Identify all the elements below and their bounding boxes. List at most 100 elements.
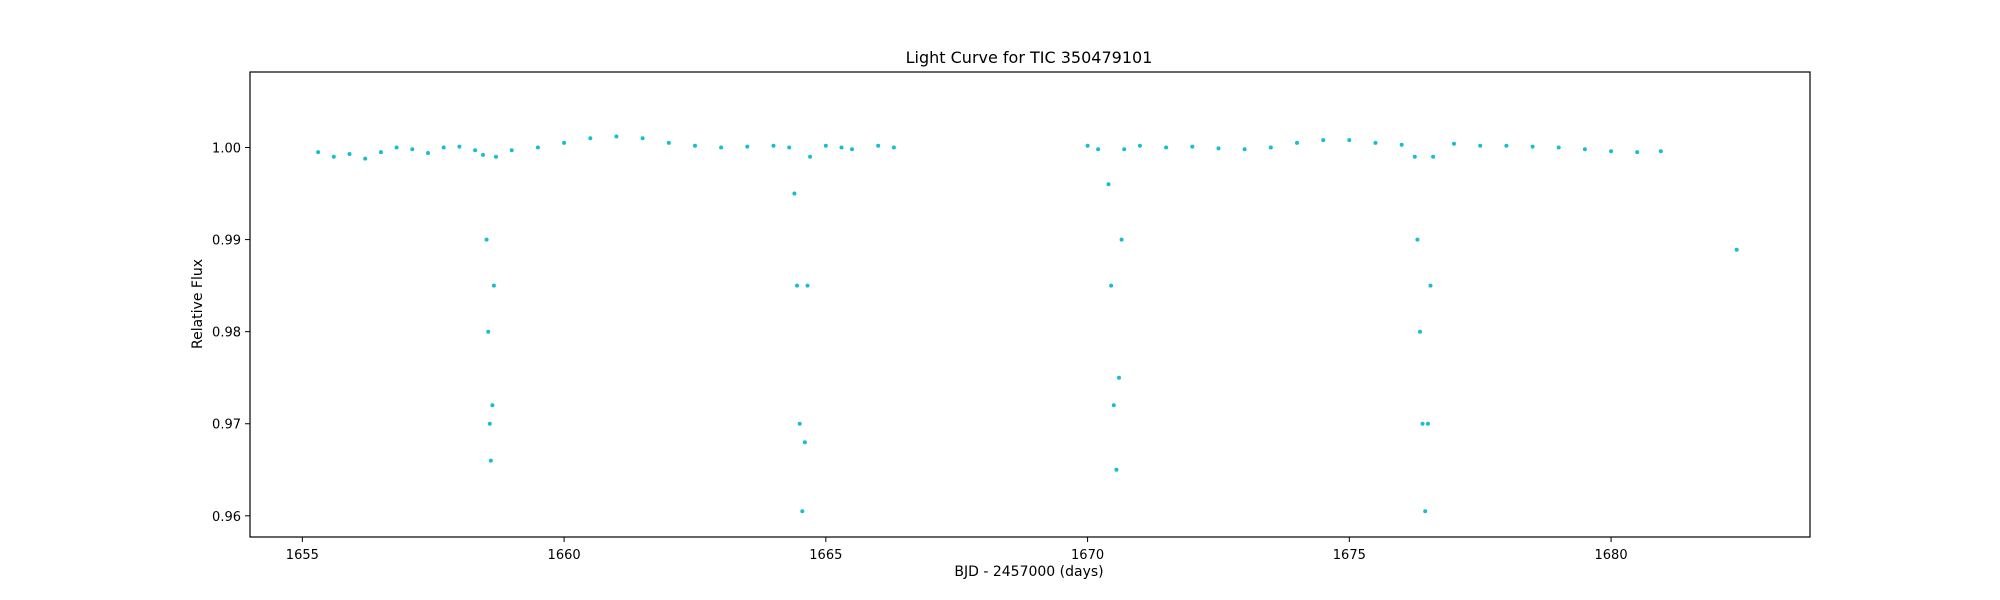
data-point (1415, 237, 1420, 242)
data-point (1106, 182, 1111, 187)
data-point (666, 140, 671, 145)
data-point (800, 509, 805, 514)
data-point (614, 134, 619, 139)
x-tick-label: 1660 (548, 548, 581, 563)
data-point (787, 145, 792, 150)
data-point (1425, 421, 1430, 426)
data-point (1530, 144, 1535, 149)
data-point (1420, 421, 1425, 426)
data-point (1114, 467, 1119, 472)
data-point (1452, 141, 1456, 146)
data-point (1734, 247, 1739, 252)
data-point (1431, 154, 1436, 159)
data-points (316, 134, 1739, 514)
y-axis-ticks: 0.96 0.97 0.98 0.99 1.00 (212, 142, 250, 525)
data-point (1242, 147, 1247, 152)
data-point (491, 283, 496, 288)
data-point (378, 150, 383, 155)
data-point (1478, 143, 1483, 148)
data-point (1556, 145, 1561, 150)
x-tick-label: 1680 (1595, 548, 1628, 563)
data-point (1423, 509, 1428, 514)
data-point (486, 329, 491, 334)
data-point (1117, 375, 1121, 380)
data-point (808, 154, 813, 159)
data-point (588, 136, 593, 141)
x-axis-ticks: 1655 1660 1665 1670 1675 1680 (286, 537, 1628, 563)
y-axis-label: Relative Flux (190, 259, 206, 349)
data-point (640, 136, 645, 141)
data-point (850, 147, 854, 152)
data-point (719, 145, 724, 150)
y-tick-label: 0.96 (212, 510, 241, 525)
data-point (1216, 146, 1221, 151)
data-point (1321, 138, 1326, 143)
data-point (823, 143, 828, 148)
data-point (1347, 138, 1352, 143)
y-tick-label: 0.98 (212, 326, 241, 341)
data-point (839, 145, 844, 150)
data-point (1164, 145, 1169, 150)
data-point (792, 191, 797, 196)
data-point (562, 140, 567, 145)
chart-title: Light Curve for TIC 350479101 (906, 48, 1153, 67)
data-point (426, 151, 430, 155)
data-point (805, 283, 810, 288)
data-point (771, 143, 776, 148)
data-point (1085, 143, 1090, 148)
x-axis-label: BJD - 2457000 (days) (954, 564, 1103, 580)
data-point (1190, 144, 1195, 149)
x-tick-label: 1655 (286, 548, 319, 563)
x-tick-label: 1665 (809, 548, 842, 563)
data-point (363, 156, 368, 161)
y-tick-label: 1.00 (212, 142, 241, 157)
data-point (484, 237, 489, 242)
data-point (473, 148, 478, 153)
data-point (487, 421, 492, 426)
data-point (1504, 143, 1509, 148)
data-point (1268, 145, 1273, 150)
data-point (1109, 283, 1114, 288)
data-point (347, 152, 352, 156)
data-point (693, 143, 697, 148)
data-point (481, 152, 485, 157)
data-point (891, 145, 896, 150)
y-tick-label: 0.99 (212, 234, 241, 249)
data-point (1096, 147, 1101, 152)
data-point (1582, 147, 1587, 152)
y-tick-label: 0.97 (212, 418, 241, 433)
data-point (394, 145, 399, 150)
data-point (1658, 149, 1663, 154)
data-point (441, 145, 446, 150)
data-point (802, 440, 807, 445)
x-tick-label: 1675 (1333, 548, 1366, 563)
data-point (1609, 149, 1614, 154)
data-point (410, 147, 415, 152)
data-point (1412, 154, 1417, 159)
data-point (509, 148, 514, 153)
data-point (876, 143, 881, 148)
data-point (745, 144, 750, 149)
data-point (331, 154, 336, 159)
data-point (490, 403, 495, 408)
data-point (1122, 147, 1127, 152)
data-point (797, 421, 802, 426)
data-point (1137, 143, 1142, 148)
data-point (1373, 140, 1378, 145)
data-point (488, 458, 493, 463)
data-point (1635, 150, 1640, 155)
data-point (1119, 237, 1124, 242)
data-point (1399, 142, 1404, 147)
plot-frame (249, 71, 1811, 538)
data-point (494, 154, 498, 159)
data-point (316, 150, 321, 155)
data-point (1428, 283, 1433, 288)
data-point (1111, 403, 1116, 408)
x-tick-label: 1670 (1071, 548, 1104, 563)
data-point (1295, 140, 1299, 145)
data-point (1418, 329, 1422, 334)
data-point (457, 144, 462, 149)
data-point (795, 283, 799, 288)
